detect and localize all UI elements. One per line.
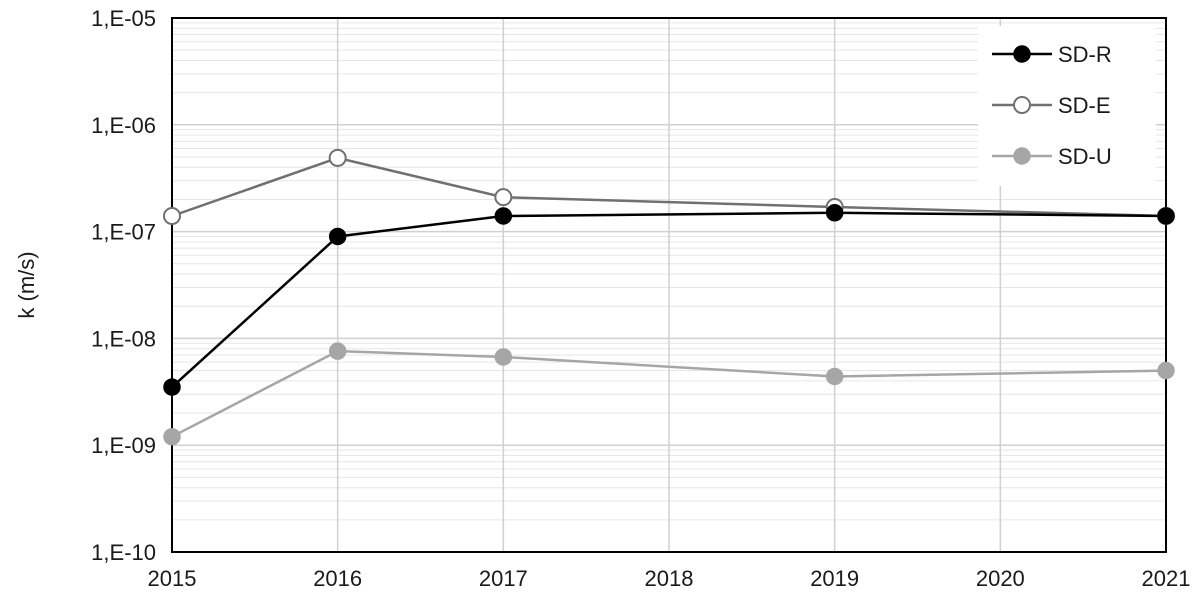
y-tick-label: 1,E-10 — [91, 540, 156, 565]
data-point-sd-e — [328, 148, 347, 167]
data-point-sd-u — [1157, 361, 1175, 380]
x-tick-label: 2016 — [313, 566, 362, 591]
x-tick-label: 2020 — [976, 566, 1025, 591]
y-tick-label: 1,E-08 — [91, 326, 156, 351]
x-tick-label: 2019 — [810, 566, 859, 591]
data-point-sd-u — [825, 367, 844, 386]
legend-marker-sd-u — [1013, 147, 1031, 165]
x-tick-label: 2015 — [148, 566, 197, 591]
data-point-sd-r — [328, 227, 347, 246]
series-group — [163, 148, 1175, 446]
y-axis-ticks: 1,E-10 1,E-09 1,E-08 1,E-07 1,E-06 1,E-05 — [91, 6, 156, 565]
legend-label: SD-E — [1058, 93, 1111, 118]
x-tick-label: 2021 — [1142, 566, 1191, 591]
data-point-sd-e — [494, 188, 513, 207]
y-axis-title: k (m/s) — [14, 251, 39, 318]
data-point-sd-u — [163, 427, 181, 446]
data-point-sd-u — [494, 348, 513, 366]
data-point-sd-r — [163, 378, 181, 396]
data-point-sd-e — [163, 206, 181, 225]
x-tick-label: 2017 — [479, 566, 528, 591]
y-tick-label: 1,E-06 — [91, 113, 156, 138]
x-tick-label: 2018 — [645, 566, 694, 591]
legend-marker-sd-r — [1013, 45, 1031, 63]
data-point-sd-u — [328, 342, 347, 360]
legend-label: SD-R — [1058, 42, 1112, 67]
data-point-sd-r — [494, 207, 513, 225]
y-tick-label: 1,E-07 — [91, 220, 156, 245]
legend: SD-R SD-E SD-U — [978, 26, 1156, 186]
y-tick-label: 1,E-09 — [91, 433, 156, 458]
x-axis-ticks: 2015 2016 2017 2018 2019 2020 2021 — [148, 566, 1191, 591]
data-point-sd-r — [1157, 207, 1175, 225]
data-point-sd-r — [825, 204, 844, 222]
legend-marker-sd-e — [1013, 96, 1031, 114]
y-tick-label: 1,E-05 — [91, 6, 156, 31]
legend-label: SD-U — [1058, 144, 1112, 169]
plot-area-border — [171, 17, 1167, 553]
